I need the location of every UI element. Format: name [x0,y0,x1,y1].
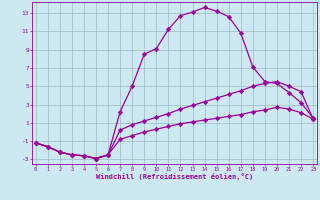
X-axis label: Windchill (Refroidissement éolien,°C): Windchill (Refroidissement éolien,°C) [96,173,253,180]
